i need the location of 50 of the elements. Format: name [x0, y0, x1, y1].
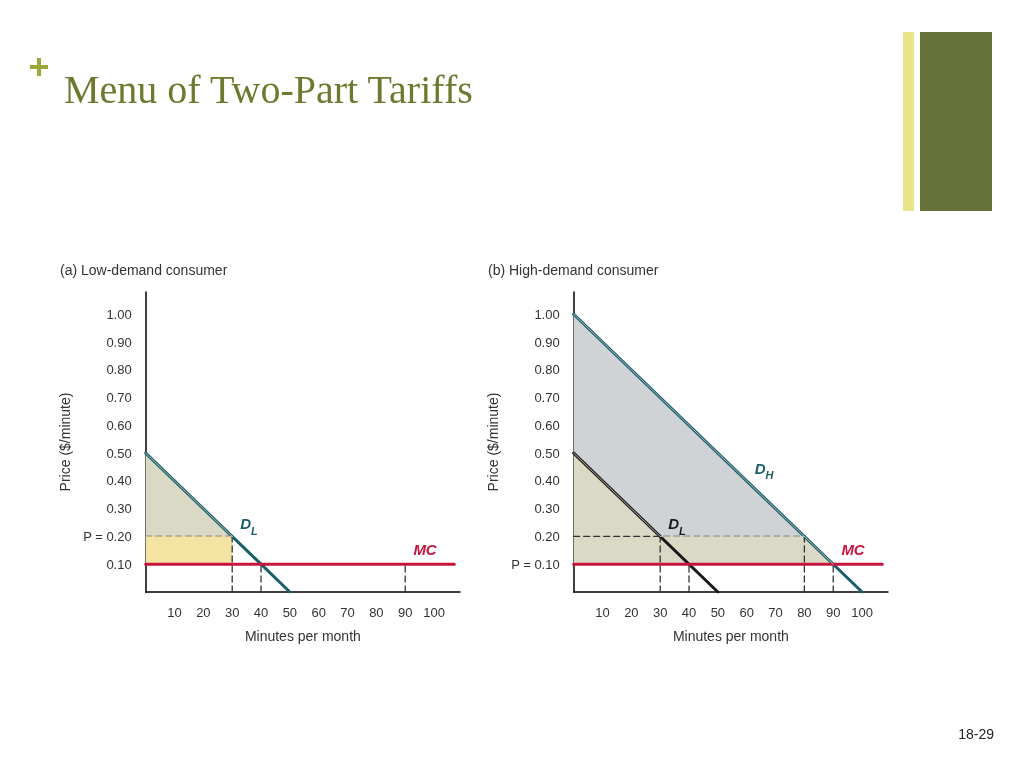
y-tick-label: 0.50 — [534, 445, 560, 461]
y-tick-label: 0.70 — [106, 390, 132, 406]
y-tick-label: 0.90 — [534, 334, 560, 350]
y-tick-label: 0.60 — [534, 417, 560, 433]
y-tick-label: 0.30 — [534, 501, 560, 517]
x-axis-title: Minutes per month — [672, 628, 789, 644]
x-tick-label: 50 — [282, 605, 298, 620]
x-tick-label: 80 — [797, 605, 812, 620]
x-tick-label: 70 — [768, 605, 783, 620]
chart-title: Menu of Two-Part Tariffs — [64, 66, 473, 113]
x-tick-label: 50 — [710, 605, 726, 620]
x-tick-label: 40 — [253, 605, 269, 620]
y-tick-label: P = 0.10 — [511, 556, 560, 572]
y-tick-label: 1.00 — [106, 306, 132, 322]
y-tick-label: 0.70 — [534, 390, 560, 406]
x-tick-label: 60 — [739, 605, 754, 620]
y-tick-label: 0.80 — [534, 362, 560, 378]
y-tick-label: 0.60 — [106, 417, 132, 433]
x-tick-label: 30 — [652, 605, 668, 620]
x-tick-label: 90 — [825, 605, 841, 620]
chart-subtitle: (b) High-demand consumer — [488, 262, 659, 278]
x-tick-label: 90 — [397, 605, 413, 620]
y-axis-title: Price ($/minute) — [485, 392, 501, 492]
y-tick-label: 0.90 — [106, 334, 132, 350]
x-tick-label: 40 — [681, 605, 697, 620]
x-tick-label: 20 — [624, 605, 639, 620]
y-tick-label: 0.20 — [534, 528, 560, 544]
y-tick-label: 0.10 — [106, 556, 132, 572]
x-tick-label: 30 — [224, 605, 240, 620]
text: 18-29 — [958, 726, 994, 742]
x-tick-label: 10 — [595, 605, 610, 620]
series-label: MC — [841, 541, 866, 559]
chart-subtitle: (a) Low-demand consumer — [60, 262, 228, 278]
y-tick-label: 0.40 — [534, 473, 560, 489]
x-tick-label: 20 — [196, 605, 211, 620]
y-tick-label: 0.50 — [106, 445, 132, 461]
y-tick-label: 0.80 — [106, 362, 132, 378]
y-tick-label: P = 0.20 — [83, 528, 132, 544]
x-axis-title: Minutes per month — [244, 628, 361, 644]
y-tick-label: 1.00 — [534, 306, 560, 322]
y-tick-label: 0.40 — [106, 473, 132, 489]
y-tick-label: 0.30 — [106, 501, 132, 517]
series-label: MC — [413, 541, 438, 559]
x-tick-label: 70 — [340, 605, 355, 620]
x-tick-label: 80 — [369, 605, 384, 620]
x-tick-label: 100 — [851, 605, 873, 620]
y-axis-title: Price ($/minute) — [57, 392, 73, 492]
x-tick-label: 100 — [423, 605, 445, 620]
x-tick-label: 10 — [167, 605, 182, 620]
x-tick-label: 60 — [311, 605, 326, 620]
